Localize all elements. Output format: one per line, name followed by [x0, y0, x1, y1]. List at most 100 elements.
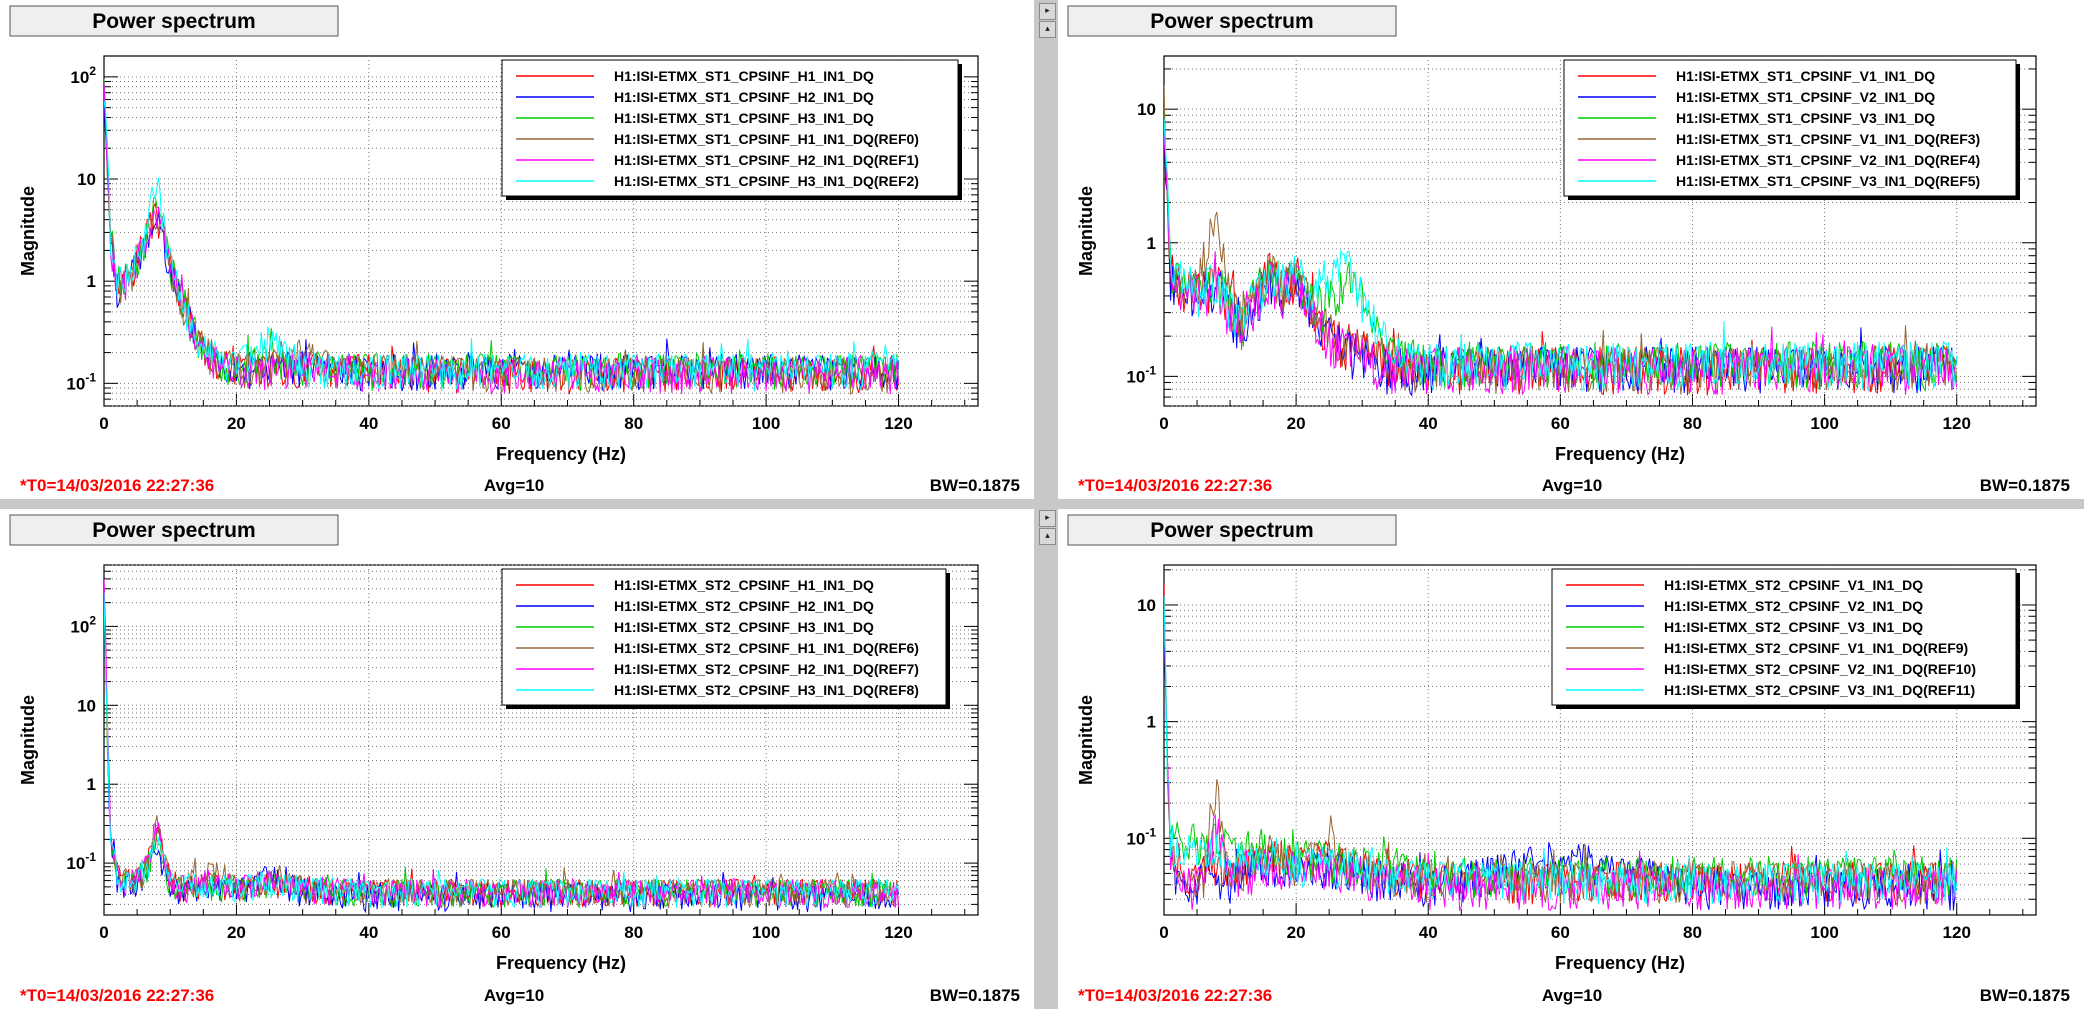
- x-tick-label: 100: [1810, 414, 1838, 433]
- series-line: [1164, 117, 1958, 397]
- x-tick-label: 20: [1287, 414, 1306, 433]
- series-line: [1164, 595, 1958, 905]
- chart-svg: Power spectrum 0 20 40 60 80 100 120 10-1 1 10 Freq…: [1067, 5, 2070, 495]
- scroll-right-button[interactable]: ▸: [1039, 3, 1056, 20]
- footer-bw: BW=0.1875: [930, 476, 1020, 495]
- y-tick-label: 10-1: [1126, 825, 1156, 848]
- title-box: [1067, 5, 1397, 37]
- legend: [1563, 59, 2017, 197]
- scroll-up-button[interactable]: ▴: [1039, 528, 1056, 545]
- y-tick-label: 10: [1137, 596, 1156, 615]
- plot-panel: Power spectrum 0 20 40 60 80 100 120 10-1 1 10 102 F…: [0, 509, 1034, 1009]
- y-tick-label: 10-1: [66, 370, 96, 393]
- series-line: [1164, 117, 1958, 392]
- x-tick-label: 0: [1159, 923, 1168, 942]
- footer-bw: BW=0.1875: [1980, 476, 2070, 495]
- footer-avg: Avg=10: [1542, 986, 1602, 1005]
- x-tick-label: 40: [1419, 923, 1438, 942]
- footer-t0: *T0=14/03/2016 22:27:36: [1078, 986, 1272, 1005]
- chart-title: Power spectrum: [1150, 10, 1313, 33]
- x-axis-label: Frequency (Hz): [1555, 444, 1685, 464]
- x-tick-label: 20: [227, 923, 246, 942]
- legend-label: H1:ISI-ETMX_ST2_CPSINF_H2_IN1_DQ(REF7): [614, 661, 919, 677]
- legend-label: H1:ISI-ETMX_ST1_CPSINF_V3_IN1_DQ(REF5): [1676, 173, 1980, 189]
- legend-label: H1:ISI-ETMX_ST1_CPSINF_H1_IN1_DQ(REF0): [614, 131, 919, 147]
- y-tick-label: 102: [70, 613, 96, 636]
- y-axis-label: Magnitude: [1076, 695, 1096, 785]
- y-tick-label: 10-1: [66, 850, 96, 873]
- scroll-up-button[interactable]: ▴: [1039, 21, 1056, 38]
- legend-label: H1:ISI-ETMX_ST2_CPSINF_H1_IN1_DQ: [614, 577, 874, 593]
- x-tick-label: 20: [1287, 923, 1306, 942]
- y-tick-label: 10: [77, 696, 96, 715]
- x-tick-label: 20: [227, 414, 246, 433]
- legend-label: H1:ISI-ETMX_ST1_CPSINF_V2_IN1_DQ: [1676, 89, 1935, 105]
- series-line: [104, 578, 899, 910]
- legend-label: H1:ISI-ETMX_ST1_CPSINF_V3_IN1_DQ: [1676, 110, 1935, 126]
- y-axis-label: Magnitude: [18, 186, 38, 276]
- x-tick-label: 100: [752, 923, 780, 942]
- legend-label: H1:ISI-ETMX_ST1_CPSINF_H3_IN1_DQ: [614, 110, 874, 126]
- footer-avg: Avg=10: [484, 986, 544, 1005]
- title-box: [1067, 514, 1397, 546]
- chart-svg: Power spectrum 0 20 40 60 80 100 120 10-1 1 10 Freq…: [1067, 514, 2070, 1005]
- x-tick-label: 0: [1159, 414, 1168, 433]
- legend-label: H1:ISI-ETMX_ST1_CPSINF_V1_IN1_DQ: [1676, 68, 1935, 84]
- x-tick-label: 120: [884, 414, 912, 433]
- series-line: [104, 103, 899, 392]
- x-tick-label: 100: [1810, 923, 1838, 942]
- legend-label: H1:ISI-ETMX_ST2_CPSINF_V3_IN1_DQ: [1664, 619, 1923, 635]
- x-tick-label: 80: [624, 414, 643, 433]
- legend: [501, 59, 959, 197]
- legend-label: H1:ISI-ETMX_ST2_CPSINF_V3_IN1_DQ(REF11): [1664, 682, 1975, 698]
- legend-label: H1:ISI-ETMX_ST2_CPSINF_H3_IN1_DQ(REF8): [614, 682, 919, 698]
- footer-bw: BW=0.1875: [930, 986, 1020, 1005]
- x-tick-label: 60: [492, 923, 511, 942]
- plot-panel: Power spectrum 0 20 40 60 80 100 120 10-1 1 10 102 F…: [0, 0, 1034, 499]
- legend-label: H1:ISI-ETMX_ST1_CPSINF_V2_IN1_DQ(REF4): [1676, 152, 1980, 168]
- chart-title: Power spectrum: [1150, 519, 1313, 542]
- y-tick-label: 10: [1137, 100, 1156, 119]
- x-tick-label: 120: [1943, 414, 1971, 433]
- legend-label: H1:ISI-ETMX_ST2_CPSINF_V1_IN1_DQ(REF9): [1664, 640, 1968, 656]
- x-tick-label: 60: [1551, 414, 1570, 433]
- plot-panel: Power spectrum 0 20 40 60 80 100 120 10-1 1 10 Freq…: [1058, 509, 2084, 1009]
- chart-svg: Power spectrum 0 20 40 60 80 100 120 10-1 1 10 102 F…: [9, 5, 1020, 495]
- x-tick-label: 120: [884, 923, 912, 942]
- y-tick-label: 10-1: [1126, 363, 1156, 386]
- x-tick-label: 40: [359, 414, 378, 433]
- chart-title: Power spectrum: [92, 519, 255, 542]
- y-axis-label: Magnitude: [1076, 186, 1096, 276]
- legend: [501, 568, 947, 706]
- x-tick-label: 80: [1683, 414, 1702, 433]
- title-box: [9, 514, 339, 546]
- x-tick-label: 40: [1419, 414, 1438, 433]
- footer-t0: *T0=14/03/2016 22:27:36: [20, 986, 214, 1005]
- y-tick-label: 102: [70, 64, 96, 87]
- y-tick-label: 1: [1147, 713, 1156, 732]
- footer-avg: Avg=10: [484, 476, 544, 495]
- legend-label: H1:ISI-ETMX_ST2_CPSINF_H2_IN1_DQ: [614, 598, 874, 614]
- footer-t0: *T0=14/03/2016 22:27:36: [1078, 476, 1272, 495]
- legend-label: H1:ISI-ETMX_ST1_CPSINF_H3_IN1_DQ(REF2): [614, 173, 919, 189]
- x-tick-label: 100: [752, 414, 780, 433]
- legend-label: H1:ISI-ETMX_ST2_CPSINF_H1_IN1_DQ(REF6): [614, 640, 919, 656]
- x-tick-label: 60: [492, 414, 511, 433]
- legend-label: H1:ISI-ETMX_ST1_CPSINF_H2_IN1_DQ: [614, 89, 874, 105]
- footer-t0: *T0=14/03/2016 22:27:36: [20, 476, 214, 495]
- y-axis-label: Magnitude: [18, 695, 38, 785]
- x-tick-label: 80: [624, 923, 643, 942]
- x-axis-label: Frequency (Hz): [496, 444, 626, 464]
- horizontal-splitter[interactable]: [0, 499, 2084, 509]
- plot-panel: Power spectrum 0 20 40 60 80 100 120 10-1 1 10 Freq…: [1058, 0, 2084, 499]
- x-tick-label: 120: [1943, 923, 1971, 942]
- series-line: [104, 100, 899, 392]
- footer-avg: Avg=10: [1542, 476, 1602, 495]
- legend-label: H1:ISI-ETMX_ST2_CPSINF_H3_IN1_DQ: [614, 619, 874, 635]
- y-tick-label: 10: [77, 170, 96, 189]
- legend-label: H1:ISI-ETMX_ST2_CPSINF_V2_IN1_DQ: [1664, 598, 1923, 614]
- scroll-right-button[interactable]: ▸: [1039, 510, 1056, 527]
- legend-label: H1:ISI-ETMX_ST1_CPSINF_H2_IN1_DQ(REF1): [614, 152, 919, 168]
- chart-svg: Power spectrum 0 20 40 60 80 100 120 10-1 1 10 102 F…: [9, 514, 1020, 1005]
- y-tick-label: 1: [87, 775, 96, 794]
